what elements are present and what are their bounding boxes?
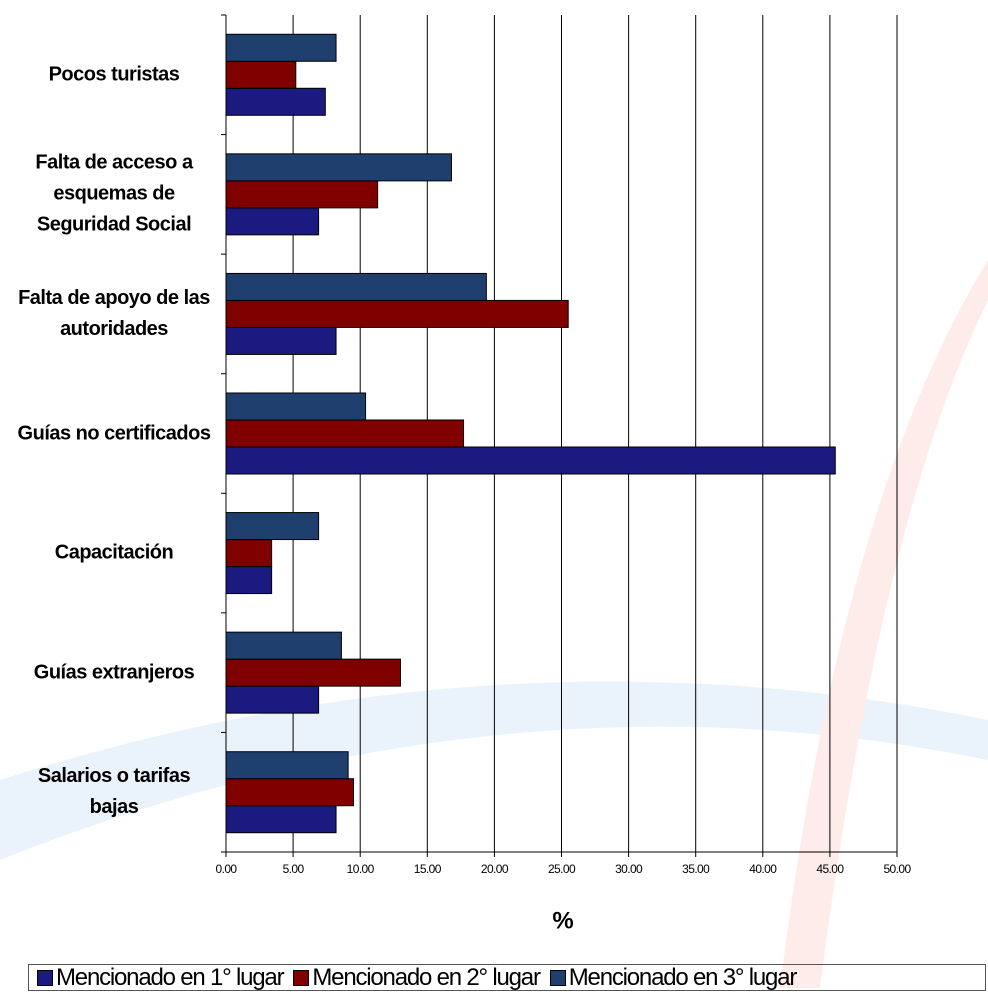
x-tick-label: 35.00 [682, 862, 710, 876]
bar [225, 751, 349, 780]
x-tick-label: 0.00 [216, 862, 238, 876]
bar [225, 539, 273, 568]
x-tick-label: 10.00 [347, 862, 375, 876]
x-tick-label: 40.00 [749, 862, 777, 876]
x-tick-label: 20.00 [481, 862, 509, 876]
category-label: Pocos turistas [48, 63, 180, 86]
legend-label: Mencionado en 3° lugar [568, 963, 798, 991]
x-tick-label: 5.00 [283, 862, 305, 876]
category-label: Capacitación [54, 541, 174, 564]
background-swoosh [780, 260, 988, 988]
bar [225, 33, 337, 62]
legend-item: Mencionado en 1° lugar [37, 963, 285, 992]
bar [225, 512, 320, 541]
bar [225, 60, 297, 89]
bar [225, 566, 273, 595]
bar [225, 153, 452, 182]
category-label: Guías extranjeros [33, 661, 195, 684]
bar [225, 778, 354, 807]
bar [225, 805, 337, 834]
bar [225, 631, 342, 660]
x-tick-label: 15.00 [414, 862, 442, 876]
legend-label: Mencionado en 2° lugar [312, 963, 541, 991]
legend: Mencionado en 1° lugar Mencionado en 2° l… [28, 964, 986, 991]
bar [225, 419, 465, 448]
category-label: Salarios o tarifas bajas [37, 765, 191, 819]
category-label: Falta de apoyo de las autoridades [18, 286, 210, 340]
bar [225, 446, 836, 475]
x-tick-label: 25.00 [548, 862, 576, 876]
bar [225, 207, 320, 236]
category-label: Falta de acceso a esquemas de Seguridad … [35, 151, 193, 236]
bar [225, 272, 487, 301]
x-tick-label: 50.00 [883, 862, 911, 876]
x-tick-label: 30.00 [615, 862, 643, 876]
legend-swatch [37, 969, 53, 986]
bar [225, 392, 367, 421]
legend-swatch [293, 969, 310, 986]
bar [225, 299, 569, 328]
bar [225, 180, 379, 209]
bar [225, 685, 320, 714]
legend-swatch [549, 969, 566, 986]
legend-item: Mencionado en 2° lugar [293, 963, 541, 992]
background-swoosh [0, 681, 988, 860]
bar [225, 658, 401, 687]
bar [225, 87, 326, 116]
legend-label: Mencionado en 1° lugar [56, 963, 285, 991]
legend-item: Mencionado en 3° lugar [549, 963, 798, 992]
category-label: Guías no certificados [17, 422, 211, 444]
x-tick-label: 45.00 [816, 862, 844, 876]
x-axis-title: % [552, 907, 573, 934]
bar [225, 326, 337, 355]
